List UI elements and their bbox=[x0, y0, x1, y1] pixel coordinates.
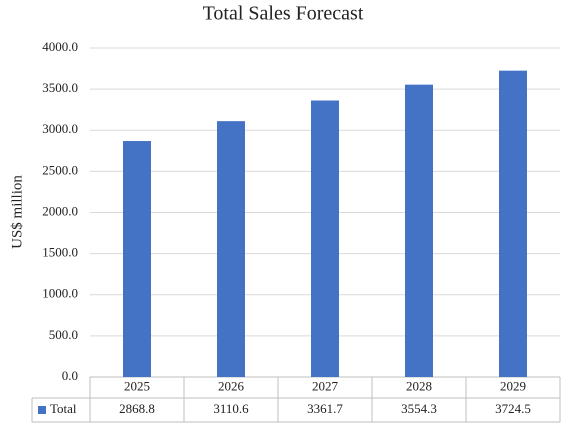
y-tick-label: 0.0 bbox=[62, 368, 78, 383]
chart-title: Total Sales Forecast bbox=[203, 3, 364, 25]
y-tick-label: 4000.0 bbox=[42, 39, 78, 54]
table-value: 3724.5 bbox=[495, 401, 531, 416]
y-tick-label: 2000.0 bbox=[42, 203, 78, 218]
bar bbox=[405, 84, 433, 378]
y-axis-label: US$ million bbox=[9, 175, 25, 249]
bar bbox=[499, 70, 527, 377]
table-value: 3554.3 bbox=[401, 401, 437, 416]
x-tick-label: 2029 bbox=[500, 378, 526, 393]
y-tick-label: 500.0 bbox=[49, 327, 78, 342]
legend-swatch bbox=[38, 406, 46, 414]
y-tick-label: 3500.0 bbox=[42, 80, 78, 95]
bar bbox=[311, 100, 339, 377]
table-value: 3110.6 bbox=[213, 401, 249, 416]
legend-label: Total bbox=[50, 401, 77, 416]
x-tick-label: 2025 bbox=[124, 378, 150, 393]
table-value: 2868.8 bbox=[119, 401, 155, 416]
y-tick-label: 1000.0 bbox=[42, 286, 78, 301]
bar bbox=[217, 121, 245, 377]
y-tick-label: 2500.0 bbox=[42, 162, 78, 177]
x-tick-label: 2027 bbox=[312, 378, 339, 393]
y-tick-label: 1500.0 bbox=[42, 245, 78, 260]
y-tick-label: 3000.0 bbox=[42, 121, 78, 136]
x-tick-label: 2028 bbox=[406, 378, 432, 393]
bar bbox=[123, 141, 151, 377]
x-tick-label: 2026 bbox=[218, 378, 245, 393]
table-value: 3361.7 bbox=[307, 401, 343, 416]
